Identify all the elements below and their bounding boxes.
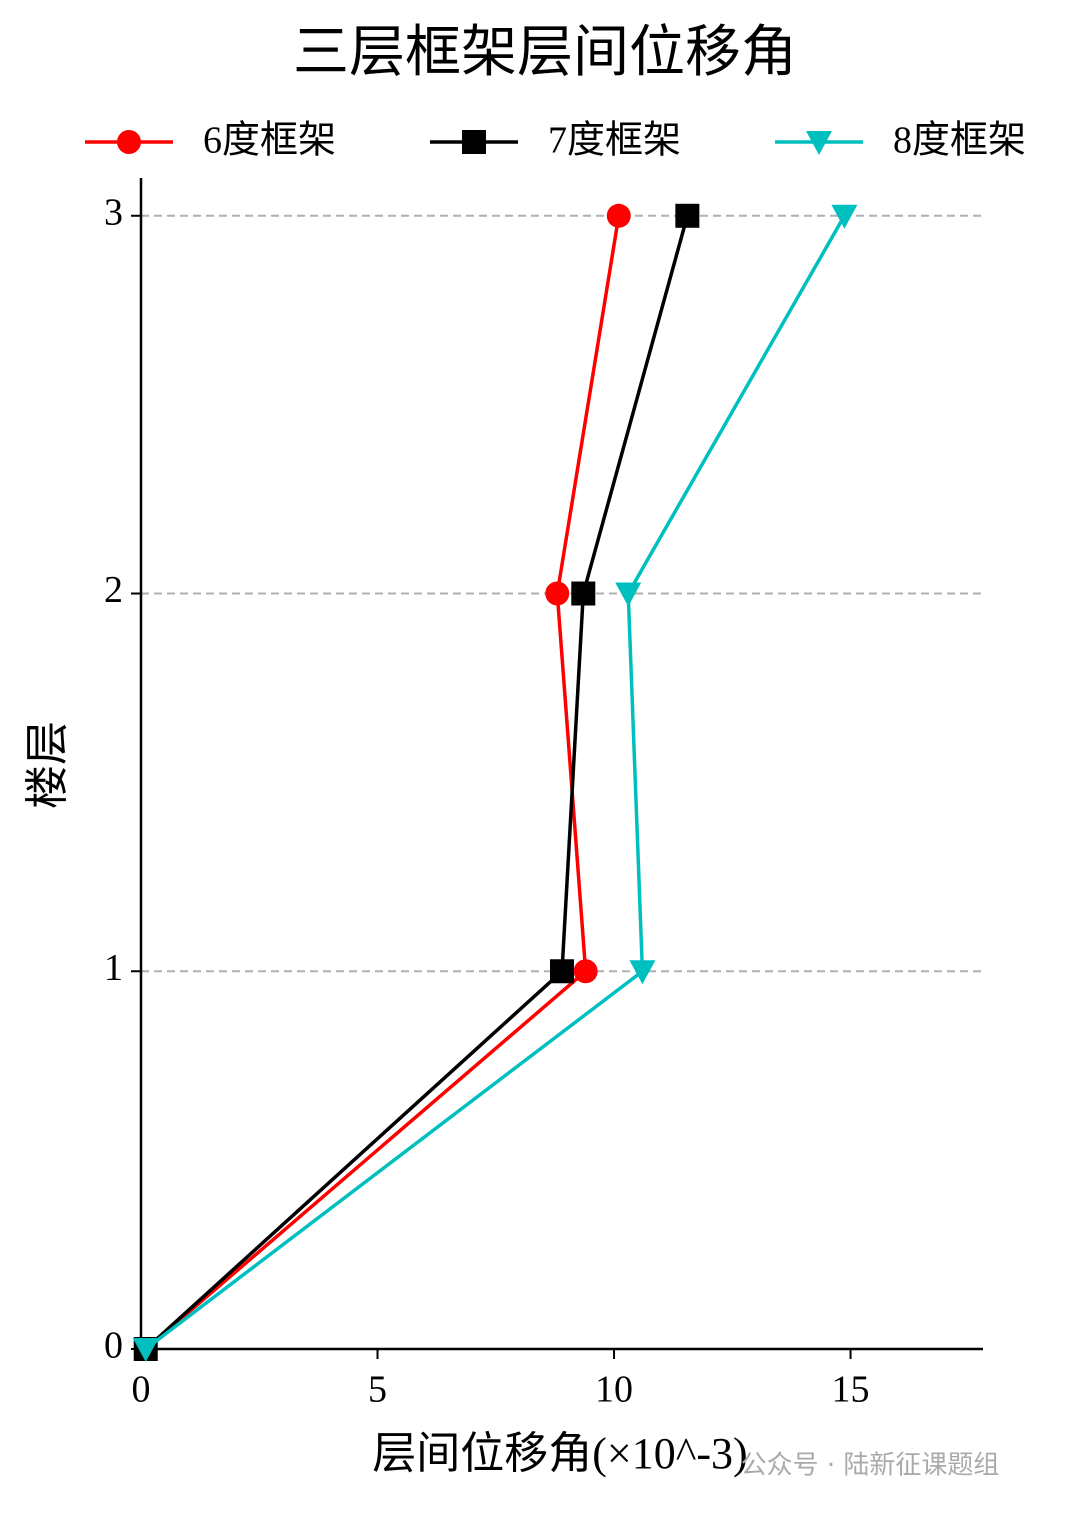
marker <box>675 203 700 228</box>
marker <box>545 581 570 606</box>
y-tick-label: 3 <box>104 191 123 233</box>
x-tick-label: 10 <box>595 1369 633 1411</box>
chart-title: 三层框架层间位移角 <box>293 22 797 84</box>
marker <box>462 130 486 154</box>
marker <box>132 1338 159 1362</box>
watermark: 公众号 · 陆新征课题组 <box>741 1451 1000 1481</box>
marker <box>831 204 858 229</box>
marker <box>571 581 596 606</box>
marker <box>615 582 642 607</box>
marker <box>806 131 832 155</box>
y-tick-label: 2 <box>104 569 123 611</box>
marker <box>573 959 598 984</box>
x-tick-label: 0 <box>132 1369 151 1411</box>
series-line <box>144 214 846 1351</box>
y-tick-label: 1 <box>104 947 123 989</box>
x-tick-label: 5 <box>368 1369 387 1411</box>
y-tick-label: 0 <box>104 1325 123 1367</box>
legend-label: 6度框架 <box>203 120 336 162</box>
series-line <box>144 215 690 1351</box>
marker <box>117 130 141 154</box>
x-axis-label: 层间位移角(×10^-3) <box>372 1429 747 1478</box>
marker <box>629 960 656 985</box>
marker <box>550 959 574 984</box>
legend-label: 7度框架 <box>548 120 681 162</box>
series-line <box>144 215 621 1351</box>
marker <box>606 203 631 228</box>
legend-label: 8度框架 <box>893 120 1026 162</box>
y-axis-label: 楼层 <box>23 721 72 809</box>
x-tick-label: 15 <box>832 1369 870 1411</box>
